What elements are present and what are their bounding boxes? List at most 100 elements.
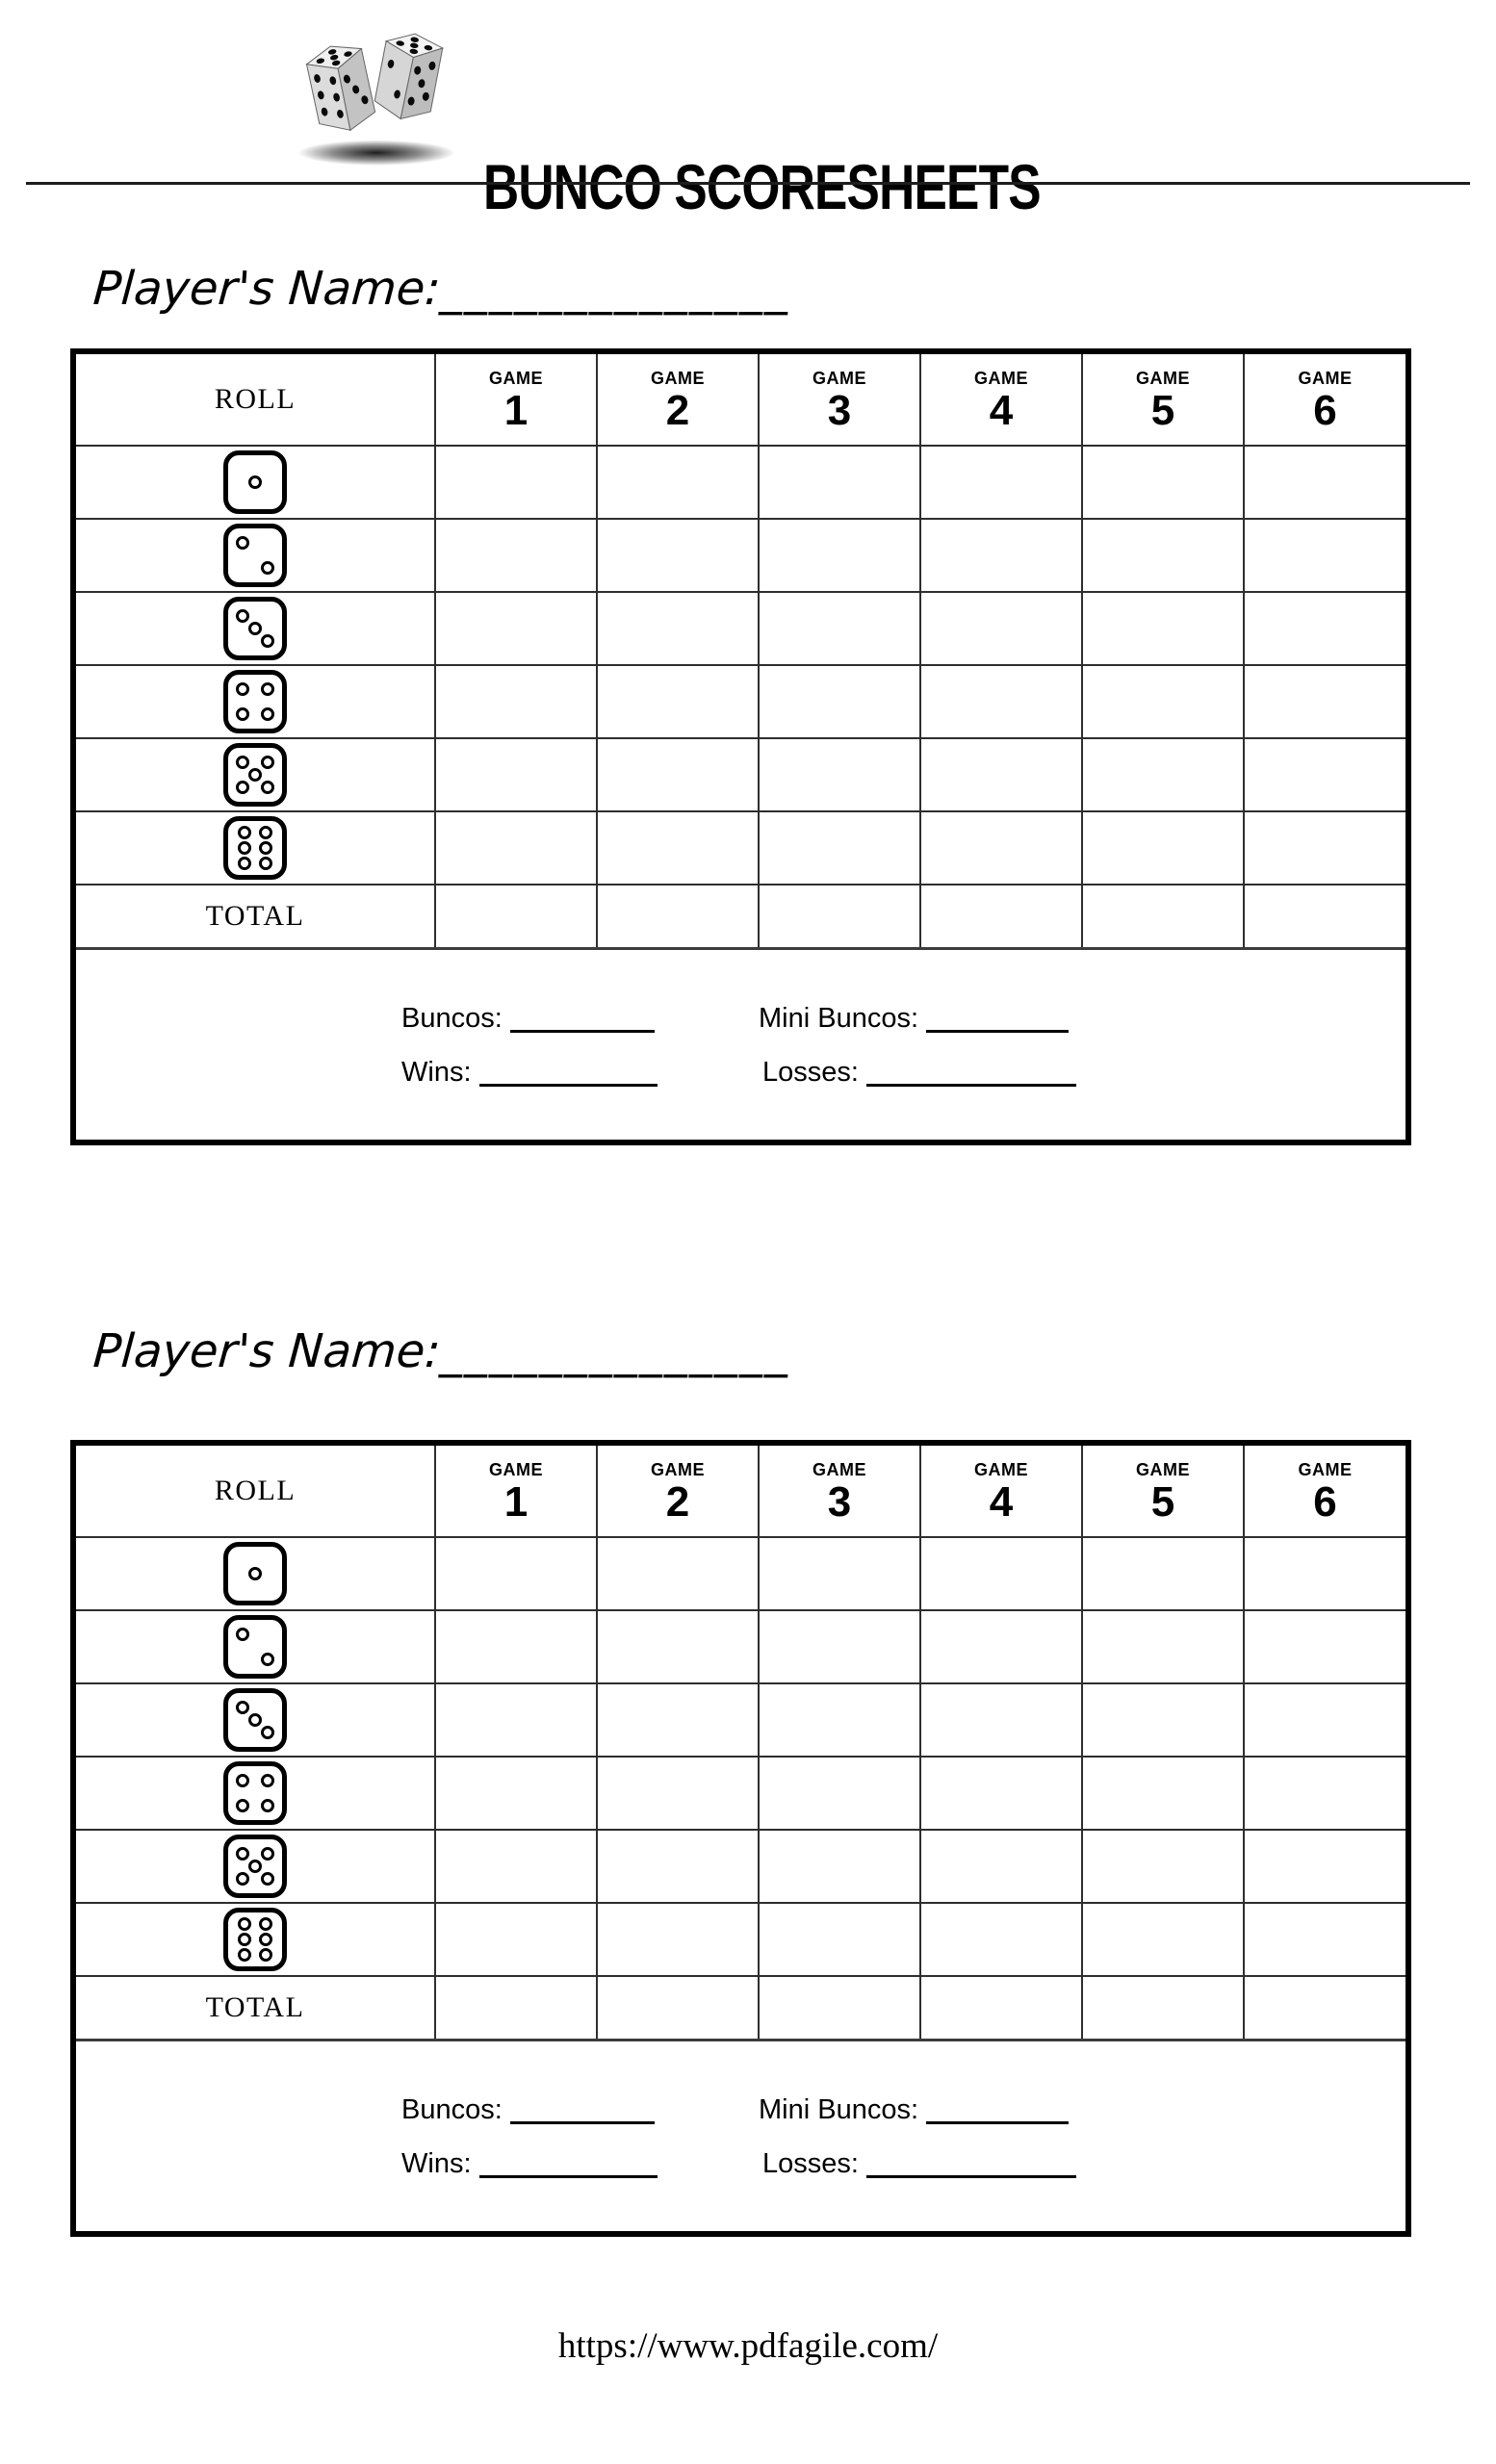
buncos-blank[interactable]: [509, 1005, 655, 1033]
game-column-header: GAME 3: [758, 1446, 921, 1538]
score-cell[interactable]: [1081, 664, 1245, 739]
score-cell[interactable]: [434, 518, 598, 593]
score-cell[interactable]: [596, 1609, 760, 1684]
score-cell[interactable]: [434, 737, 598, 812]
score-cell[interactable]: [758, 810, 921, 886]
player-name-blank[interactable]: ______________: [438, 1324, 793, 1378]
score-cell[interactable]: [758, 664, 921, 739]
score-cell[interactable]: [596, 1682, 760, 1758]
score-cell[interactable]: [758, 1609, 921, 1684]
score-cell[interactable]: [1081, 445, 1245, 520]
total-score-cell[interactable]: [758, 1975, 921, 2041]
score-cell[interactable]: [434, 1682, 598, 1758]
total-score-cell[interactable]: [434, 1975, 598, 2041]
mini-buncos-blank[interactable]: [926, 1005, 1070, 1033]
score-cell[interactable]: [919, 1829, 1083, 1904]
score-cell[interactable]: [596, 1536, 760, 1611]
score-cell[interactable]: [1243, 1902, 1406, 1977]
score-cell[interactable]: [758, 737, 921, 812]
score-cell[interactable]: [434, 664, 598, 739]
score-cell[interactable]: [1243, 664, 1406, 739]
score-cell[interactable]: [434, 591, 598, 666]
score-cell[interactable]: [1081, 518, 1245, 593]
score-cell[interactable]: [1081, 737, 1245, 812]
score-cell[interactable]: [919, 445, 1083, 520]
score-cell[interactable]: [596, 445, 760, 520]
score-cell[interactable]: [1081, 1756, 1245, 1831]
score-cell[interactable]: [919, 591, 1083, 666]
score-cell[interactable]: [1243, 518, 1406, 593]
score-cell[interactable]: [919, 737, 1083, 812]
score-cell[interactable]: [919, 1902, 1083, 1977]
total-score-cell[interactable]: [919, 884, 1083, 950]
score-cell[interactable]: [434, 1756, 598, 1831]
score-cell[interactable]: [758, 1536, 921, 1611]
score-cell[interactable]: [596, 1756, 760, 1831]
total-score-cell[interactable]: [434, 884, 598, 950]
score-cell[interactable]: [596, 518, 760, 593]
losses-blank[interactable]: [865, 1059, 1076, 1087]
score-cell[interactable]: [1081, 1682, 1245, 1758]
score-cell[interactable]: [434, 1902, 598, 1977]
score-cell[interactable]: [758, 1829, 921, 1904]
score-cell[interactable]: [596, 591, 760, 666]
total-score-cell[interactable]: [596, 1975, 760, 2041]
score-cell[interactable]: [919, 1756, 1083, 1831]
score-cell[interactable]: [1081, 1902, 1245, 1977]
dice-logo: [297, 33, 455, 166]
score-cell[interactable]: [919, 664, 1083, 739]
score-cell[interactable]: [1081, 591, 1245, 666]
player-name-blank[interactable]: ______________: [438, 262, 793, 316]
score-cell[interactable]: [596, 1902, 760, 1977]
score-cell[interactable]: [919, 1536, 1083, 1611]
score-cell[interactable]: [758, 1902, 921, 1977]
score-cell[interactable]: [1243, 1756, 1406, 1831]
game-number: 6: [1313, 387, 1337, 434]
score-cell[interactable]: [434, 810, 598, 886]
score-cell[interactable]: [919, 518, 1083, 593]
score-cell[interactable]: [1243, 1829, 1406, 1904]
score-cell[interactable]: [758, 1682, 921, 1758]
score-cell[interactable]: [1243, 445, 1406, 520]
score-cell[interactable]: [919, 1682, 1083, 1758]
score-cell[interactable]: [758, 445, 921, 520]
score-cell[interactable]: [434, 1829, 598, 1904]
score-cell[interactable]: [1081, 1829, 1245, 1904]
score-cell[interactable]: [1081, 1536, 1245, 1611]
score-cell[interactable]: [434, 1609, 598, 1684]
score-cell[interactable]: [596, 1829, 760, 1904]
score-cell[interactable]: [758, 591, 921, 666]
total-score-cell[interactable]: [1081, 884, 1245, 950]
score-cell[interactable]: [1081, 810, 1245, 886]
score-cell[interactable]: [1243, 810, 1406, 886]
score-cell[interactable]: [1081, 1609, 1245, 1684]
score-cell[interactable]: [758, 1756, 921, 1831]
mini-buncos-blank[interactable]: [926, 2096, 1070, 2124]
total-score-cell[interactable]: [1081, 1975, 1245, 2041]
wins-label: Wins:: [401, 1057, 472, 1088]
wins-blank[interactable]: [478, 2150, 658, 2178]
score-cell[interactable]: [434, 1536, 598, 1611]
score-cell[interactable]: [434, 445, 598, 520]
score-cell[interactable]: [758, 518, 921, 593]
losses-blank[interactable]: [865, 2150, 1076, 2178]
total-score-cell[interactable]: [758, 884, 921, 950]
score-cell[interactable]: [1243, 591, 1406, 666]
score-cell[interactable]: [596, 737, 760, 812]
total-score-cell[interactable]: [1243, 884, 1406, 950]
score-cell[interactable]: [919, 810, 1083, 886]
score-cell[interactable]: [919, 1609, 1083, 1684]
score-cell[interactable]: [1243, 1682, 1406, 1758]
total-score-cell[interactable]: [596, 884, 760, 950]
roll-die-cell: [76, 664, 436, 739]
score-cell[interactable]: [596, 810, 760, 886]
score-cell[interactable]: [1243, 1536, 1406, 1611]
game-label: GAME: [1136, 1460, 1190, 1479]
total-score-cell[interactable]: [919, 1975, 1083, 2041]
score-cell[interactable]: [596, 664, 760, 739]
buncos-blank[interactable]: [509, 2096, 655, 2124]
total-score-cell[interactable]: [1243, 1975, 1406, 2041]
wins-blank[interactable]: [478, 1059, 658, 1087]
score-cell[interactable]: [1243, 737, 1406, 812]
score-cell[interactable]: [1243, 1609, 1406, 1684]
